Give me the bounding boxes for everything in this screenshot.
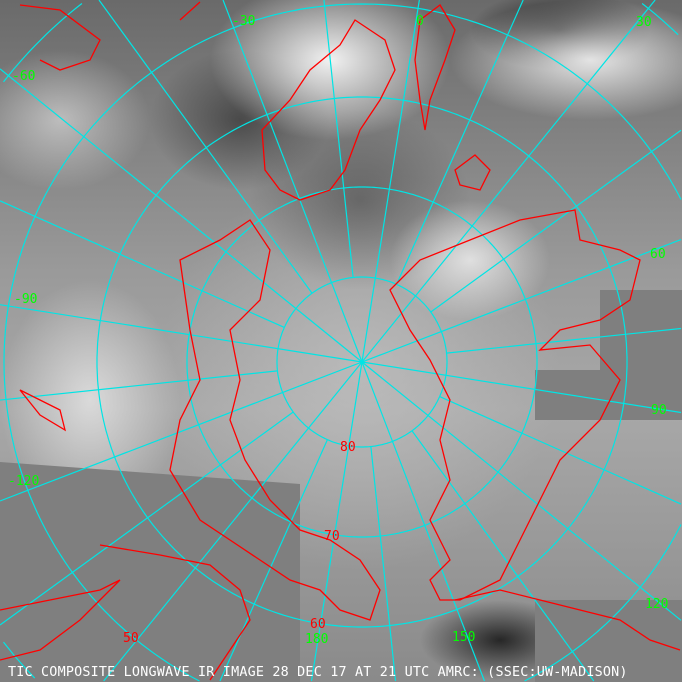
longitude-label: -60	[12, 69, 35, 84]
meridian-line	[0, 304, 363, 363]
longitude-label: 30	[636, 15, 652, 30]
meridian-line	[361, 0, 420, 363]
latitude-circle	[96, 96, 628, 628]
meridian-line	[323, 0, 354, 278]
coastline-alaska	[0, 544, 251, 681]
latitude-circle	[3, 3, 679, 679]
meridian-line	[98, 0, 313, 294]
latitude-label: 70	[324, 529, 340, 544]
longitude-label: -30	[232, 14, 255, 29]
meridian-line	[0, 68, 363, 363]
coastline-east-siberia	[454, 589, 681, 651]
longitude-label: 180	[305, 632, 328, 647]
coastline-nw	[19, 1, 201, 71]
meridian-line	[446, 327, 682, 354]
coastline-scandinavia	[414, 4, 491, 191]
meridian-line	[439, 396, 682, 505]
longitude-label: 120	[645, 597, 668, 612]
meridian-line	[361, 0, 656, 363]
longitude-label: 90	[651, 403, 667, 418]
latitude-label: 50	[123, 631, 139, 646]
meridian-line	[310, 361, 363, 682]
longitude-label: 60	[650, 247, 666, 262]
meridian-line	[0, 200, 285, 328]
meridian-line	[0, 370, 278, 401]
meridian-line	[103, 361, 363, 682]
meridian-line	[219, 439, 328, 682]
longitude-label: -120	[8, 474, 39, 489]
meridian-line	[361, 361, 682, 414]
meridian-line	[411, 430, 595, 682]
latitude-label: 80	[340, 440, 356, 455]
longitude-label: 150	[452, 630, 475, 645]
latitude-circle	[3, 3, 682, 682]
image-caption: TIC COMPOSITE LONGWAVE IR IMAGE 28 DEC 1…	[8, 665, 628, 680]
meridian-line	[370, 446, 397, 682]
meridian-line	[361, 238, 682, 363]
no-data-region	[535, 600, 682, 682]
coastline-siberia	[389, 209, 641, 601]
latitude-label: 60	[310, 617, 326, 632]
longitude-label: 0	[416, 14, 424, 29]
latitude-circle	[186, 186, 538, 538]
no-data-region	[535, 370, 682, 420]
meridian-line	[361, 361, 486, 682]
meridian-line	[0, 411, 294, 626]
longitude-label: -90	[14, 292, 37, 307]
latitude-circle	[276, 276, 448, 448]
coastline-hudson-bay	[19, 389, 67, 432]
meridian-line	[361, 361, 682, 621]
meridian-line	[0, 361, 363, 502]
coastline-greenland	[261, 19, 396, 201]
grid-labels: -30 0 30 -60 60 -90 90 -120 120 150 180 …	[8, 14, 668, 647]
no-data-region	[0, 462, 300, 682]
meridian-line	[396, 0, 524, 285]
coastline-canada	[169, 219, 381, 621]
meridian-line	[430, 129, 682, 313]
meridian-line	[222, 0, 363, 363]
